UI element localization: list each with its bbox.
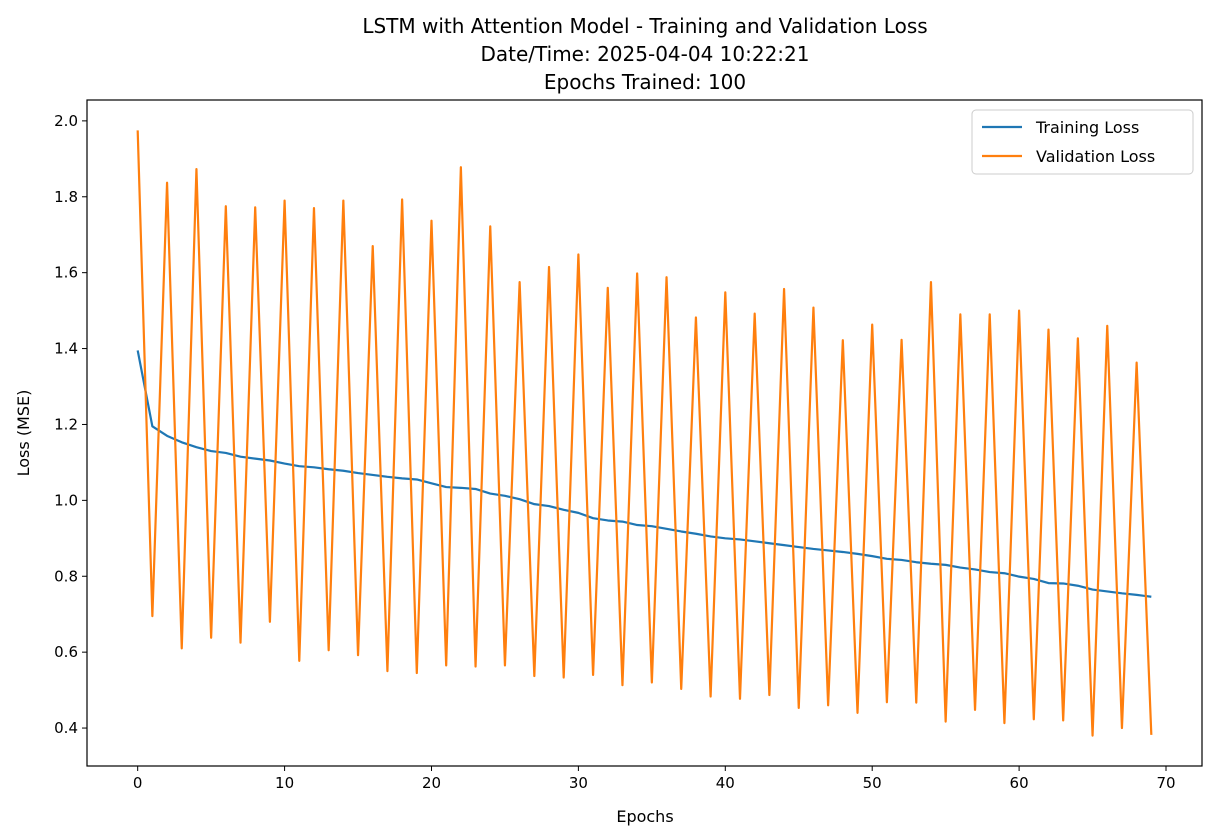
legend-label-validation-loss: Validation Loss <box>1036 147 1155 166</box>
x-tick-label: 50 <box>863 774 882 792</box>
series-layer <box>136 130 1153 737</box>
x-tick-label: 20 <box>422 774 441 792</box>
chart-title-line-3: Epochs Trained: 100 <box>544 70 746 94</box>
x-tick-label: 70 <box>1156 774 1175 792</box>
y-tick-label: 2.0 <box>54 112 78 130</box>
ticks-layer: 0 10 20 30 40 50 60 70 0.4 0.6 0.8 1.0 1.2 1.4 1.6 1.8 2… <box>54 112 1175 792</box>
y-tick-label: 1.4 <box>54 340 78 358</box>
legend: Training Loss Validation Loss <box>971 109 1194 175</box>
y-tick-label: 1.0 <box>54 491 78 509</box>
x-tick-label: 0 <box>133 774 143 792</box>
y-axis-label: Loss (MSE) <box>14 390 33 477</box>
x-tick-label: 30 <box>569 774 588 792</box>
chart-title-line-1: LSTM with Attention Model - Training and… <box>362 14 927 38</box>
legend-box <box>971 109 1194 175</box>
legend-label-training-loss: Training Loss <box>1035 118 1139 137</box>
plot-frame <box>86 99 1203 767</box>
y-tick-label: 1.2 <box>54 415 78 433</box>
x-tick-label: 60 <box>1010 774 1029 792</box>
y-tick-label: 0.4 <box>54 719 78 737</box>
chart-title-line-2: Date/Time: 2025-04-04 10:22:21 <box>481 42 810 66</box>
y-tick-label: 0.6 <box>54 643 78 661</box>
x-axis-label: Epochs <box>616 807 673 826</box>
x-tick-label: 40 <box>716 774 735 792</box>
x-tick-label: 10 <box>275 774 294 792</box>
y-tick-label: 0.8 <box>54 567 78 585</box>
series-line-validation-loss <box>136 130 1153 737</box>
y-tick-label: 1.8 <box>54 188 78 206</box>
y-tick-label: 1.6 <box>54 264 78 282</box>
